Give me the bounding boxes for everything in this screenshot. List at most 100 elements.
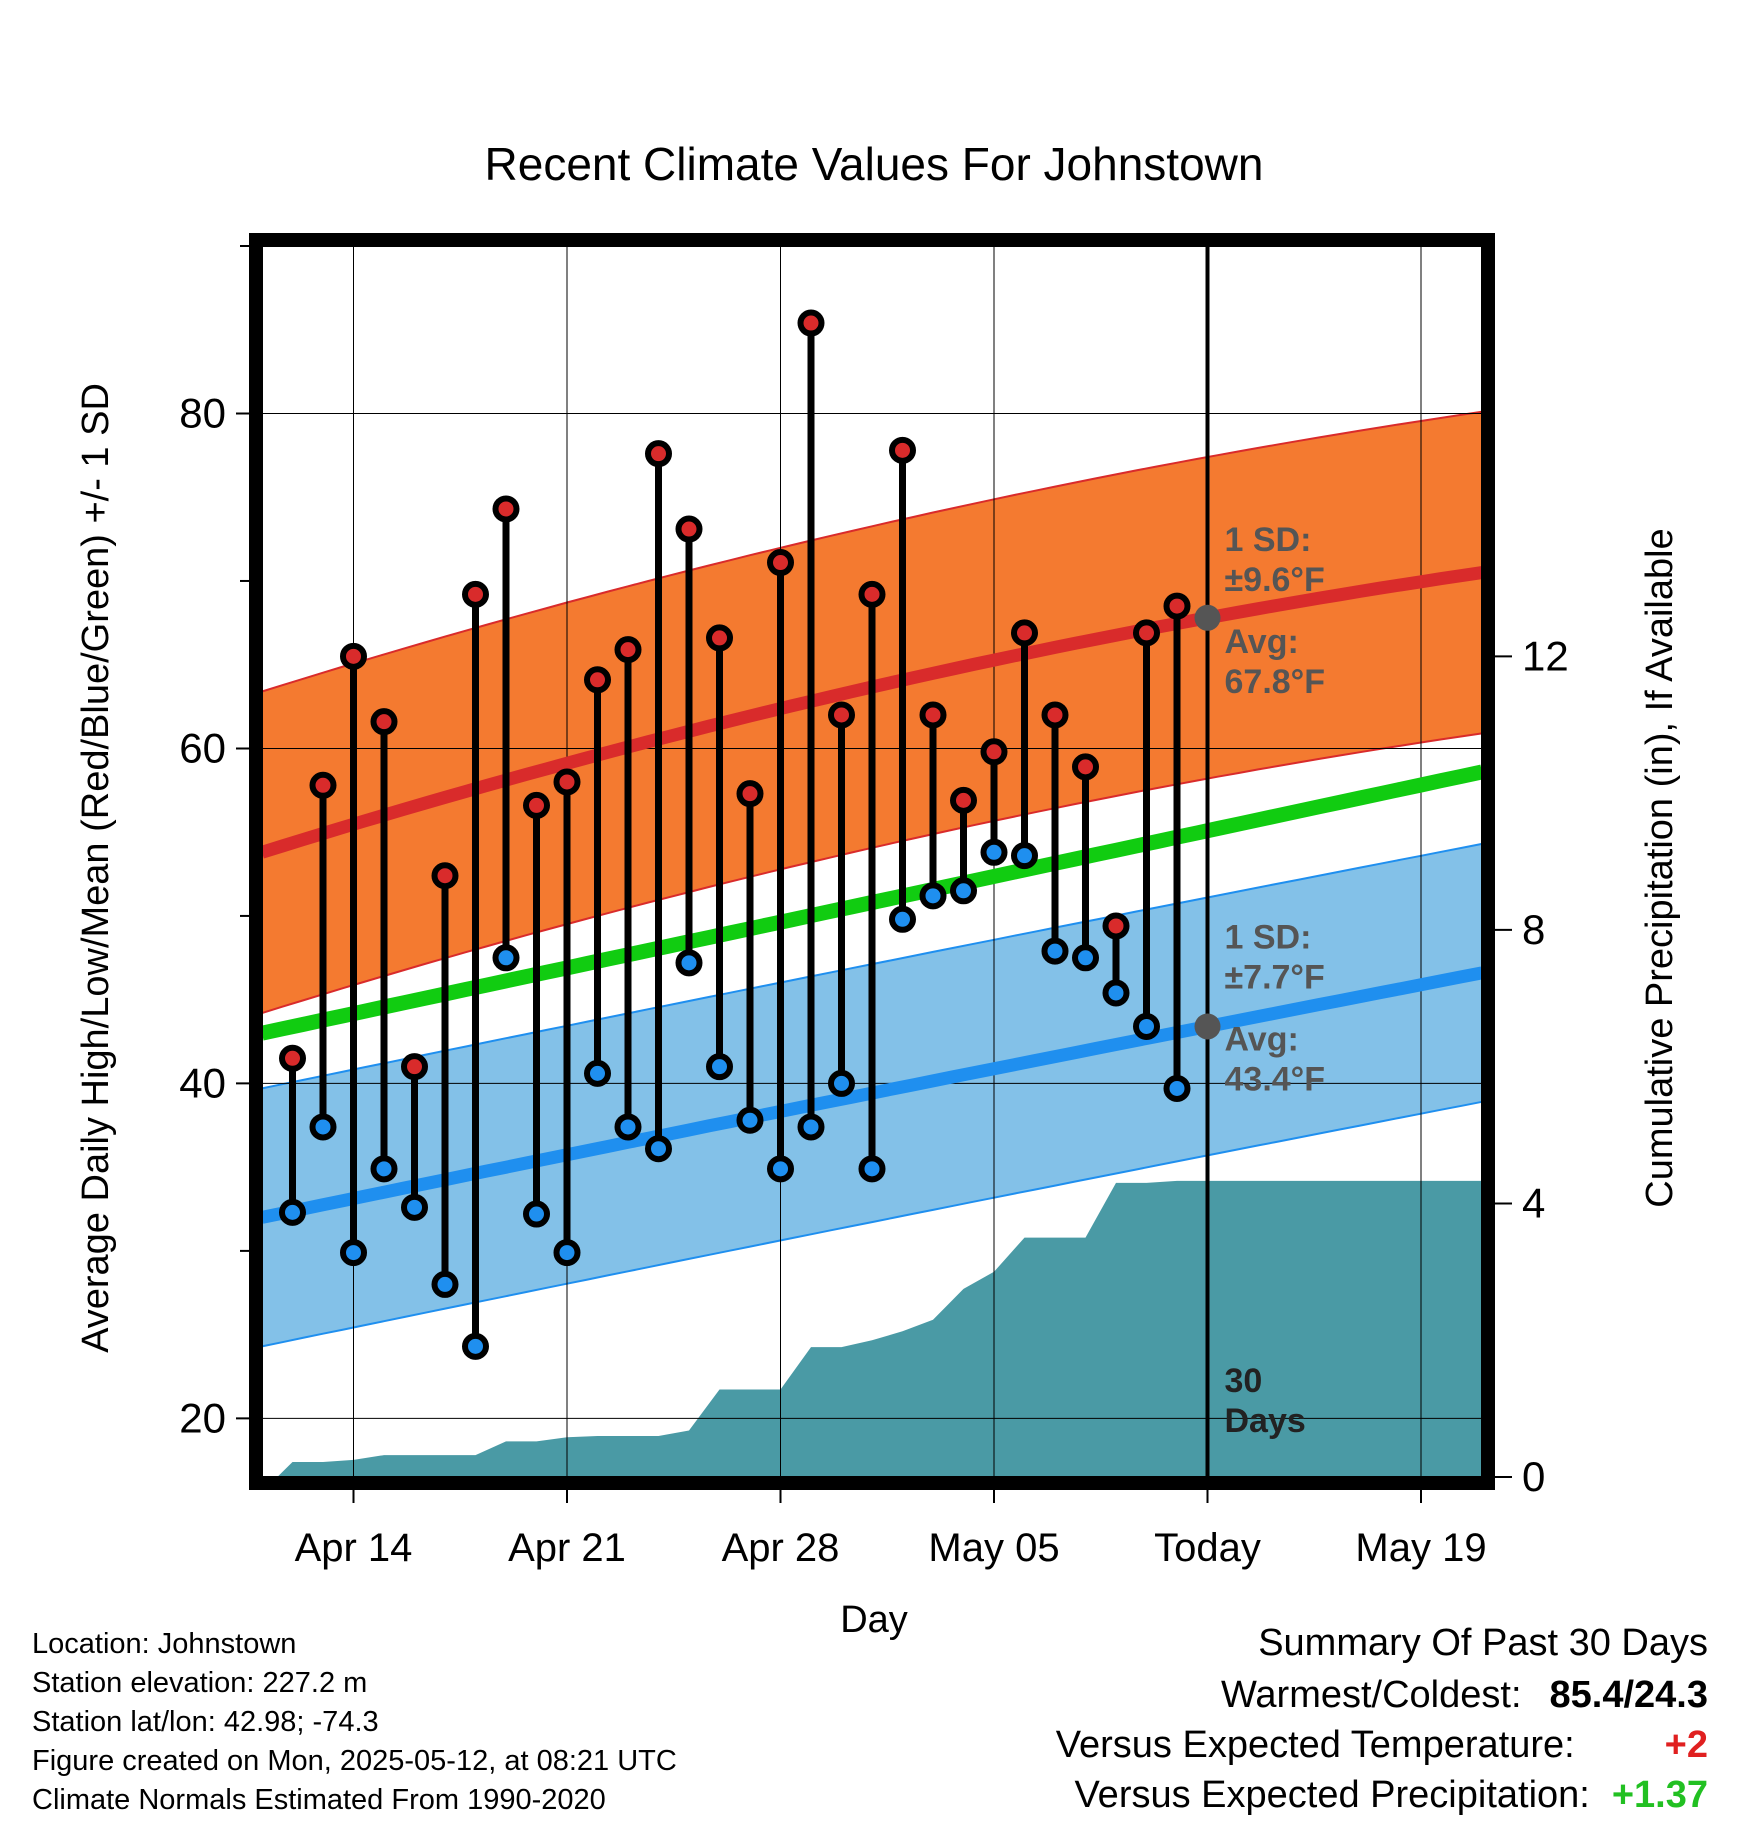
plot-frame [249, 233, 1495, 1490]
y-left-tick-label: 40 [179, 1059, 226, 1106]
x-tick-label: May 19 [1355, 1526, 1486, 1570]
cumulative-precip-area [277, 1180, 1482, 1477]
daily-low-point [462, 1332, 489, 1360]
daily-high-point [645, 440, 672, 468]
y-left-tick-label: 80 [179, 389, 226, 436]
high-avg-marker [1194, 604, 1221, 631]
daily-high-point [462, 580, 489, 608]
daily-low-point [706, 1053, 733, 1081]
warmest-value: 85.4/24.3 [1549, 1674, 1708, 1716]
y-left-tick-label: 60 [179, 724, 226, 771]
daily-high-point [614, 636, 642, 664]
x-tick-label: Today [1154, 1526, 1261, 1570]
daily-low-point [401, 1193, 428, 1221]
daily-low-point [370, 1155, 398, 1183]
high-avg-label: Avg: [1225, 623, 1299, 661]
summary-title: Summary Of Past 30 Days [1258, 1622, 1708, 1664]
daily-low-point [980, 838, 1008, 866]
daily-low-point [950, 877, 977, 905]
daily-high-point [1041, 701, 1069, 729]
low-sd-value: ±7.7°F [1225, 958, 1325, 996]
chart-title: Recent Climate Values For Johnstown [485, 138, 1264, 190]
daily-high-point [431, 862, 459, 890]
daily-high-point [370, 708, 398, 736]
temp-diff-value: +2 [1664, 1724, 1708, 1766]
daily-low-point [1041, 937, 1069, 965]
daily-low-point [614, 1113, 642, 1141]
y-axis-right-label: Cumulative Precipitation (in), If Availa… [1639, 528, 1681, 1207]
daily-low-point [858, 1155, 886, 1183]
daily-high-point [980, 738, 1008, 766]
summary-temp-row: Versus Expected Temperature: +2 [1056, 1724, 1708, 1767]
daily-low-point [675, 949, 703, 977]
daily-low-point [1072, 944, 1099, 972]
daily-high-point [279, 1044, 306, 1072]
y-right-tick-label: 12 [1522, 632, 1569, 679]
x-axis-label: Day [840, 1599, 908, 1641]
daily-high-point [919, 701, 947, 729]
daily-low-point [645, 1135, 672, 1163]
daily-high-point [523, 791, 550, 819]
y-right-tick-label: 0 [1522, 1453, 1545, 1500]
low-avg-label: Avg: [1225, 1020, 1299, 1058]
summary-precip-row: Versus Expected Precipitation: +1.37 [1074, 1774, 1708, 1817]
daily-high-point [553, 768, 581, 796]
daily-low-point [309, 1113, 337, 1141]
daily-high-point [889, 436, 916, 464]
daily-low-point [828, 1069, 855, 1097]
daily-high-point [584, 666, 611, 694]
daily-high-point [950, 786, 977, 814]
daily-high-point [401, 1053, 428, 1081]
low-avg-marker [1194, 1013, 1221, 1040]
high-sd-label: 1 SD: [1225, 521, 1312, 559]
daily-high-point [675, 515, 703, 543]
daily-low-point [1133, 1012, 1160, 1040]
summary-warmest-row: Warmest/Coldest: 85.4/24.3 [1221, 1674, 1708, 1717]
normals-text: Climate Normals Estimated From 1990-2020 [32, 1784, 606, 1816]
daily-low-point [1011, 842, 1038, 870]
precip-diff-label: Versus Expected Precipitation: [1074, 1774, 1590, 1816]
daily-low-point [279, 1198, 306, 1226]
daily-high-point [1072, 753, 1099, 781]
precip-diff-value: +1.37 [1611, 1774, 1708, 1816]
daily-low-point [767, 1155, 794, 1183]
daily-low-point [523, 1200, 550, 1228]
daily-high-point [1102, 912, 1130, 940]
y-right-tick-label: 4 [1522, 1179, 1545, 1226]
daily-high-point [1163, 592, 1191, 620]
daily-low-point [553, 1239, 581, 1267]
daily-low-point [431, 1270, 459, 1298]
daily-high-point [828, 701, 855, 729]
daily-high-point [340, 642, 367, 670]
low-sd-label: 1 SD: [1225, 918, 1312, 956]
low-band-lower-edge [261, 1100, 1483, 1348]
daily-high-point [1011, 619, 1038, 647]
x-tick-label: Apr 28 [722, 1526, 840, 1570]
y-left-tick-label: 20 [179, 1394, 226, 1441]
daily-high-point [858, 580, 886, 608]
location-text: Location: Johnstown [32, 1628, 297, 1660]
low-avg-value: 43.4°F [1225, 1060, 1326, 1098]
daily-high-point [797, 309, 825, 337]
warmest-label: Warmest/Coldest: [1220, 1674, 1522, 1716]
high-avg-value: 67.8°F [1225, 663, 1326, 701]
x-tick-label: Apr 14 [295, 1526, 413, 1570]
daily-low-point [889, 905, 916, 933]
daily-low-point [1102, 979, 1130, 1007]
daily-low-point [797, 1113, 825, 1141]
days-unit-label: Days [1225, 1402, 1306, 1440]
y-axis-left-label: Average Daily High/Low/Mean (Red/Blue/Gr… [75, 383, 117, 1353]
daily-low-point [492, 944, 520, 972]
daily-high-point [706, 624, 733, 652]
daily-high-point [767, 549, 794, 577]
daily-low-point [1163, 1074, 1191, 1102]
created-text: Figure created on Mon, 2025-05-12, at 08… [32, 1745, 677, 1777]
daily-low-point [584, 1059, 611, 1087]
days-count-label: 30 [1225, 1362, 1263, 1400]
daily-high-point [309, 771, 337, 799]
high-sd-value: ±9.6°F [1225, 561, 1325, 599]
x-tick-label: May 05 [928, 1526, 1059, 1570]
y-right-tick-label: 8 [1522, 906, 1545, 953]
daily-high-point [492, 495, 520, 523]
